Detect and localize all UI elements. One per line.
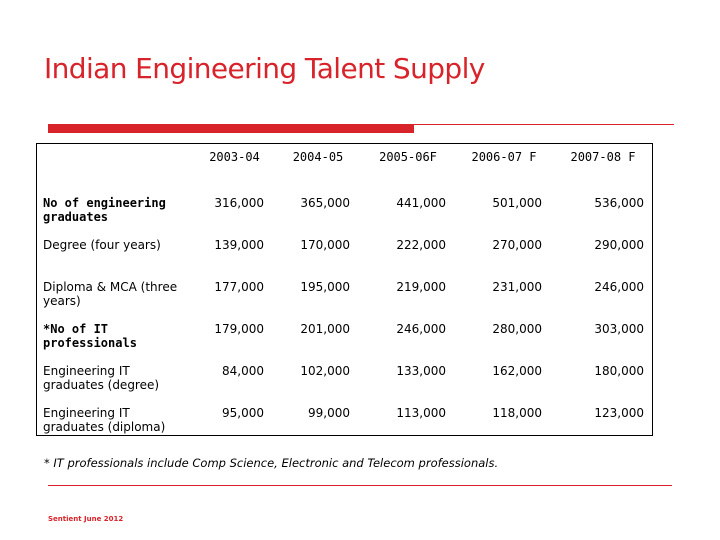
column-header: 2003-04 <box>209 150 260 164</box>
column-header: 2007-08 F <box>570 150 636 164</box>
table-row: No of engineering graduates 316,000 365,… <box>37 194 654 236</box>
table-cell: 113,000 <box>396 406 446 420</box>
row-label: Degree (four years) <box>43 238 161 252</box>
table-cell: 162,000 <box>492 364 542 378</box>
table-cell: 219,000 <box>396 280 446 294</box>
footnote: * IT professionals include Comp Science,… <box>44 456 499 470</box>
table-row: Diploma & MCA (three years) 177,000 195,… <box>37 278 654 320</box>
row-label: Engineering IT graduates (diploma) <box>43 406 166 434</box>
table-cell: 365,000 <box>300 196 350 210</box>
page-title: Indian Engineering Talent Supply <box>44 52 485 85</box>
table-cell: 177,000 <box>214 280 264 294</box>
table-cell: 222,000 <box>396 238 446 252</box>
row-label: No of engineering graduates <box>43 196 166 224</box>
table-cell: 280,000 <box>492 322 542 336</box>
row-label: Diploma & MCA (three years) <box>43 280 178 308</box>
table-cell: 201,000 <box>300 322 350 336</box>
table-cell: 536,000 <box>594 196 644 210</box>
table-row: Engineering IT graduates (diploma) 95,00… <box>37 404 654 446</box>
table-cell: 139,000 <box>214 238 264 252</box>
table-cell: 195,000 <box>300 280 350 294</box>
row-label: *No of IT professionals <box>43 322 137 350</box>
table-cell: 95,000 <box>222 406 264 420</box>
footer-divider-line <box>48 485 672 486</box>
title-underline-bar <box>48 124 414 133</box>
table-cell: 246,000 <box>594 280 644 294</box>
table-cell: 102,000 <box>300 364 350 378</box>
talent-supply-table: 2003-04 2004-05 2005-06F 2006-07 F 2007-… <box>36 143 653 436</box>
table-cell: 123,000 <box>594 406 644 420</box>
table-cell: 441,000 <box>396 196 446 210</box>
table-cell: 270,000 <box>492 238 542 252</box>
column-header: 2005-06F <box>379 150 437 164</box>
table-row: Engineering IT graduates (degree) 84,000… <box>37 362 654 404</box>
table-row: Degree (four years) 139,000 170,000 222,… <box>37 236 654 278</box>
table-cell: 118,000 <box>492 406 542 420</box>
table-cell: 231,000 <box>492 280 542 294</box>
table-cell: 170,000 <box>300 238 350 252</box>
table-cell: 303,000 <box>594 322 644 336</box>
table-cell: 246,000 <box>396 322 446 336</box>
table-cell: 501,000 <box>492 196 542 210</box>
table-cell: 179,000 <box>214 322 264 336</box>
header-empty-cell <box>37 144 193 194</box>
table-cell: 316,000 <box>214 196 264 210</box>
table-header-row: 2003-04 2004-05 2005-06F 2006-07 F 2007-… <box>37 144 654 194</box>
table-cell: 99,000 <box>308 406 350 420</box>
title-divider-line <box>414 124 674 125</box>
table-cell: 133,000 <box>396 364 446 378</box>
table-cell: 180,000 <box>594 364 644 378</box>
column-header: 2004-05 <box>292 150 344 164</box>
column-header: 2006-07 F <box>471 150 537 164</box>
table-cell: 84,000 <box>222 364 264 378</box>
row-label: Engineering IT graduates (degree) <box>43 364 160 392</box>
table-row: *No of IT professionals 179,000 201,000 … <box>37 320 654 362</box>
table-cell: 290,000 <box>594 238 644 252</box>
source-label: Sentient June 2012 <box>48 515 124 523</box>
